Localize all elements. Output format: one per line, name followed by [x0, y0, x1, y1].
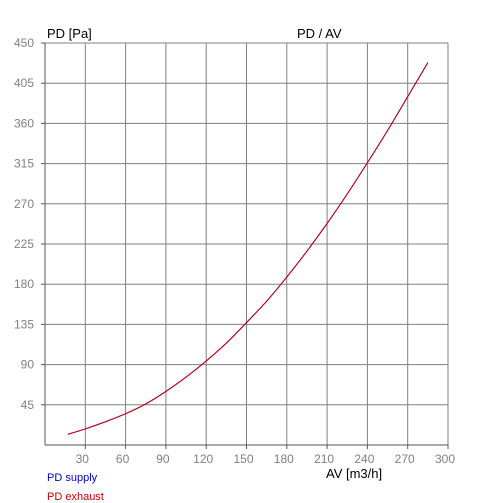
- legend-exhaust: PD exhaust: [47, 491, 104, 503]
- y-tick-label: 315: [14, 157, 34, 171]
- x-tick-label: 60: [116, 452, 130, 466]
- y-tick-label: 90: [21, 358, 35, 372]
- y-tick-label: 270: [14, 197, 34, 211]
- x-axis-title: AV [m3/h]: [326, 466, 382, 481]
- y-tick-label: 360: [14, 116, 34, 130]
- x-tick-label: 270: [395, 452, 415, 466]
- y-tick-label: 180: [14, 277, 34, 291]
- x-tick-label: 210: [314, 452, 334, 466]
- x-tick-label: 180: [274, 452, 294, 466]
- chart-title: PD / AV: [297, 26, 342, 41]
- x-tick-label: 90: [156, 452, 170, 466]
- x-tick-label: 300: [435, 452, 455, 466]
- series: [67, 62, 429, 435]
- x-tick-label: 240: [354, 452, 374, 466]
- grid: [45, 42, 449, 445]
- x-tick-label: 120: [193, 452, 213, 466]
- series-line-supply: [67, 62, 429, 435]
- y-tick-label: 450: [14, 36, 34, 50]
- y-axis-title: PD [Pa]: [47, 26, 92, 41]
- series-line-exhaust: [67, 62, 429, 435]
- x-tick-label: 150: [233, 452, 253, 466]
- x-tick-label: 30: [76, 452, 90, 466]
- legend-supply: PD supply: [47, 472, 98, 484]
- tick-labels: 30 60 90 120 150 180 210 240 270 300 45 90 135 180 225…: [14, 36, 455, 466]
- y-tick-label: 45: [21, 398, 35, 412]
- y-tick-label: 405: [14, 76, 34, 90]
- y-tick-label: 225: [14, 237, 34, 251]
- y-tick-label: 135: [14, 317, 34, 331]
